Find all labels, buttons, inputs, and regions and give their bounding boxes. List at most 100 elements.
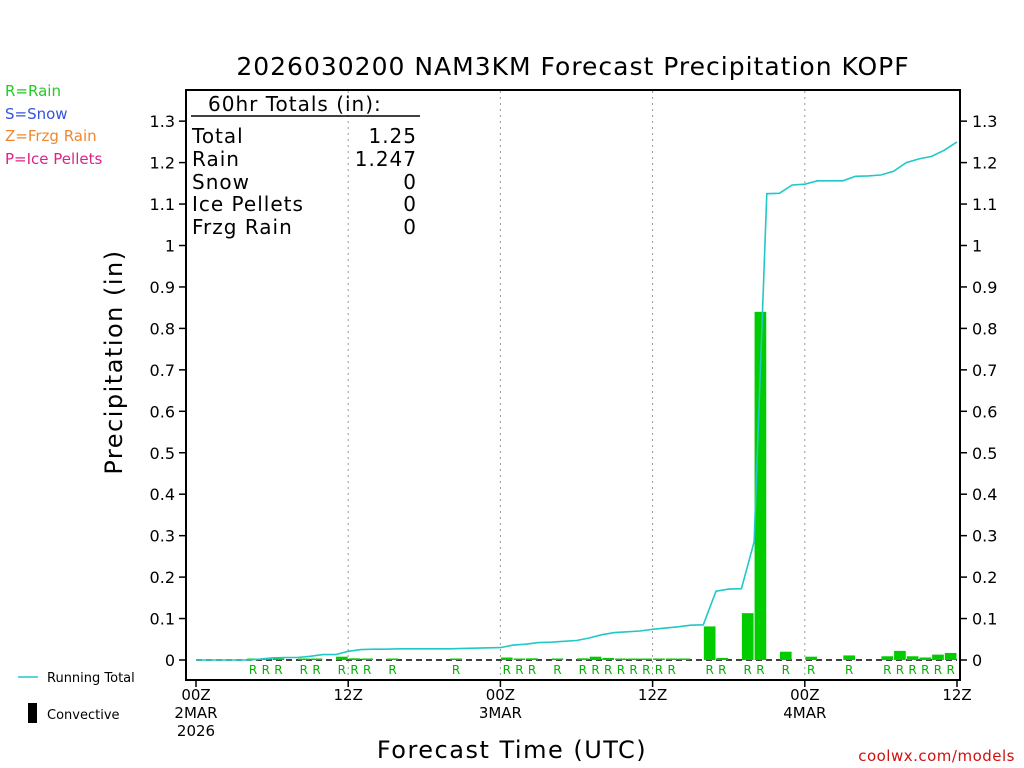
precip-bar-27 [779,651,792,660]
ptype-marker-23: R [718,663,726,677]
legend-freezing-rain: Z=Frzg Rain [5,127,97,145]
ptype-marker-6: R [350,663,358,677]
totals-value-ice-pellets: 0 [403,192,417,216]
ptype-marker-27: R [807,663,815,677]
convective-legend-swatch [28,703,37,723]
precip-bar-22 [678,658,691,660]
ptype-marker-34: R [946,663,954,677]
ptype-marker-17: R [617,663,625,677]
y-tick-label-right-5: 0.5 [972,444,997,463]
y-tick-label-right-12: 1.2 [972,154,997,173]
y-tick-label-left-9: 0.9 [150,278,175,297]
running-total-line [196,141,958,661]
y-tick-label-left-3: 0.3 [150,527,175,546]
y-tick-label-left-10: 1 [165,237,175,256]
totals-label-freezing-rain: Frzg Rain [192,215,293,239]
x-tick-label-0-1: 2MAR [174,704,217,722]
x-tick-label-0-0: 00Z [181,686,210,704]
x-tick-label-1-0: 12Z [334,686,363,704]
ptype-marker-22: R [706,663,714,677]
ptype-marker-31: R [908,663,916,677]
precip-bar-10 [500,657,513,660]
ptype-marker-0: R [249,663,257,677]
ptype-marker-18: R [629,663,637,677]
y-tick-label-right-2: 0.2 [972,568,997,587]
precip-bar-3 [297,658,310,660]
x-tick-label-4-1: 4MAR [783,704,826,722]
precip-bar-18 [627,658,640,660]
ptype-marker-10: R [503,663,511,677]
precip-bar-14 [577,658,589,660]
precip-bar-17 [615,658,627,660]
y-tick-label-right-6: 0.6 [972,402,997,421]
precip-bar-33 [919,657,932,660]
precip-bar-6 [348,658,361,660]
precip-bar-11 [513,658,526,660]
precip-bar-13 [551,658,564,660]
precip-bar-26 [754,311,767,660]
ptype-marker-8: R [388,663,396,677]
x-tick-label-2-1: 3MAR [479,704,522,722]
precip-bar-15 [589,656,602,660]
ptype-marker-11: R [515,663,523,677]
ptype-marker-21: R [667,663,675,677]
x-tick-label-3-0: 12Z [638,686,667,704]
precip-bar-29 [843,655,856,660]
precip-bar-20 [653,658,665,660]
ptype-marker-30: R [896,663,904,677]
ptype-marker-5: R [338,663,346,677]
y-tick-label-left-7: 0.7 [150,361,175,380]
y-tick-label-left-2: 0.2 [150,568,175,587]
y-tick-label-right-3: 0.3 [972,527,997,546]
y-tick-label-right-13: 1.3 [972,112,997,131]
y-tick-label-left-4: 0.4 [150,485,175,504]
ptype-marker-20: R [655,663,663,677]
precip-bar-21 [665,658,678,660]
precip-bar-16 [602,657,615,660]
ptype-marker-16: R [604,663,612,677]
ptype-marker-33: R [934,663,942,677]
y-tick-label-left-11: 1.1 [150,195,175,214]
y-tick-label-right-10: 1 [972,237,982,256]
totals-label-snow: Snow [192,170,250,194]
x-tick-label-0-2: 2026 [177,722,215,740]
ptype-marker-26: R [782,663,790,677]
y-tick-label-right-7: 0.7 [972,361,997,380]
precip-bar-23 [703,626,716,660]
totals-label-total: Total [191,124,244,148]
precip-bar-12 [526,658,538,660]
precip-bars [247,311,957,660]
totals-value-total: 1.25 [368,124,417,148]
y-tick-label-left-8: 0.8 [150,319,175,338]
totals-label-ice-pellets: Ice Pellets [192,192,304,216]
x-tick-label-5-0: 12Z [942,686,971,704]
precip-bar-8 [386,658,399,660]
y-tick-label-left-13: 1.3 [150,112,175,131]
precip-bar-25 [741,613,754,660]
precip-bar-5 [336,656,348,660]
y-tick-label-left-6: 0.6 [150,402,175,421]
ptype-marker-7: R [363,663,371,677]
y-tick-label-left-12: 1.2 [150,154,175,173]
y-tick-label-right-11: 1.1 [972,195,997,214]
precip-bar-28 [805,656,817,660]
convective-legend-label: Convective [47,708,120,723]
precip-bar-34 [932,654,944,660]
y-tick-label-left-1: 0.1 [150,610,175,629]
x-tick-label-4-0: 00Z [790,686,819,704]
ptype-marker-12: R [528,663,536,677]
plot-frame [185,89,961,681]
ptype-marker-28: R [845,663,853,677]
ptype-marker-13: R [553,663,561,677]
credit-text: coolwx.com/models [858,747,1015,765]
y-tick-label-right-4: 0.4 [972,485,997,504]
legend-rain: R=Rain [5,82,61,100]
legend-snow: S=Snow [5,105,68,123]
ptype-marker-15: R [591,663,599,677]
precip-bar-19 [640,658,653,660]
precip-bar-4 [310,658,323,660]
totals-label-rain: Rain [192,147,240,171]
y-axis-ticks: 0 00.1 0.10.2 0.20.3 0.30.4 0.40.5 0.50.6 0.60.… [150,112,998,670]
